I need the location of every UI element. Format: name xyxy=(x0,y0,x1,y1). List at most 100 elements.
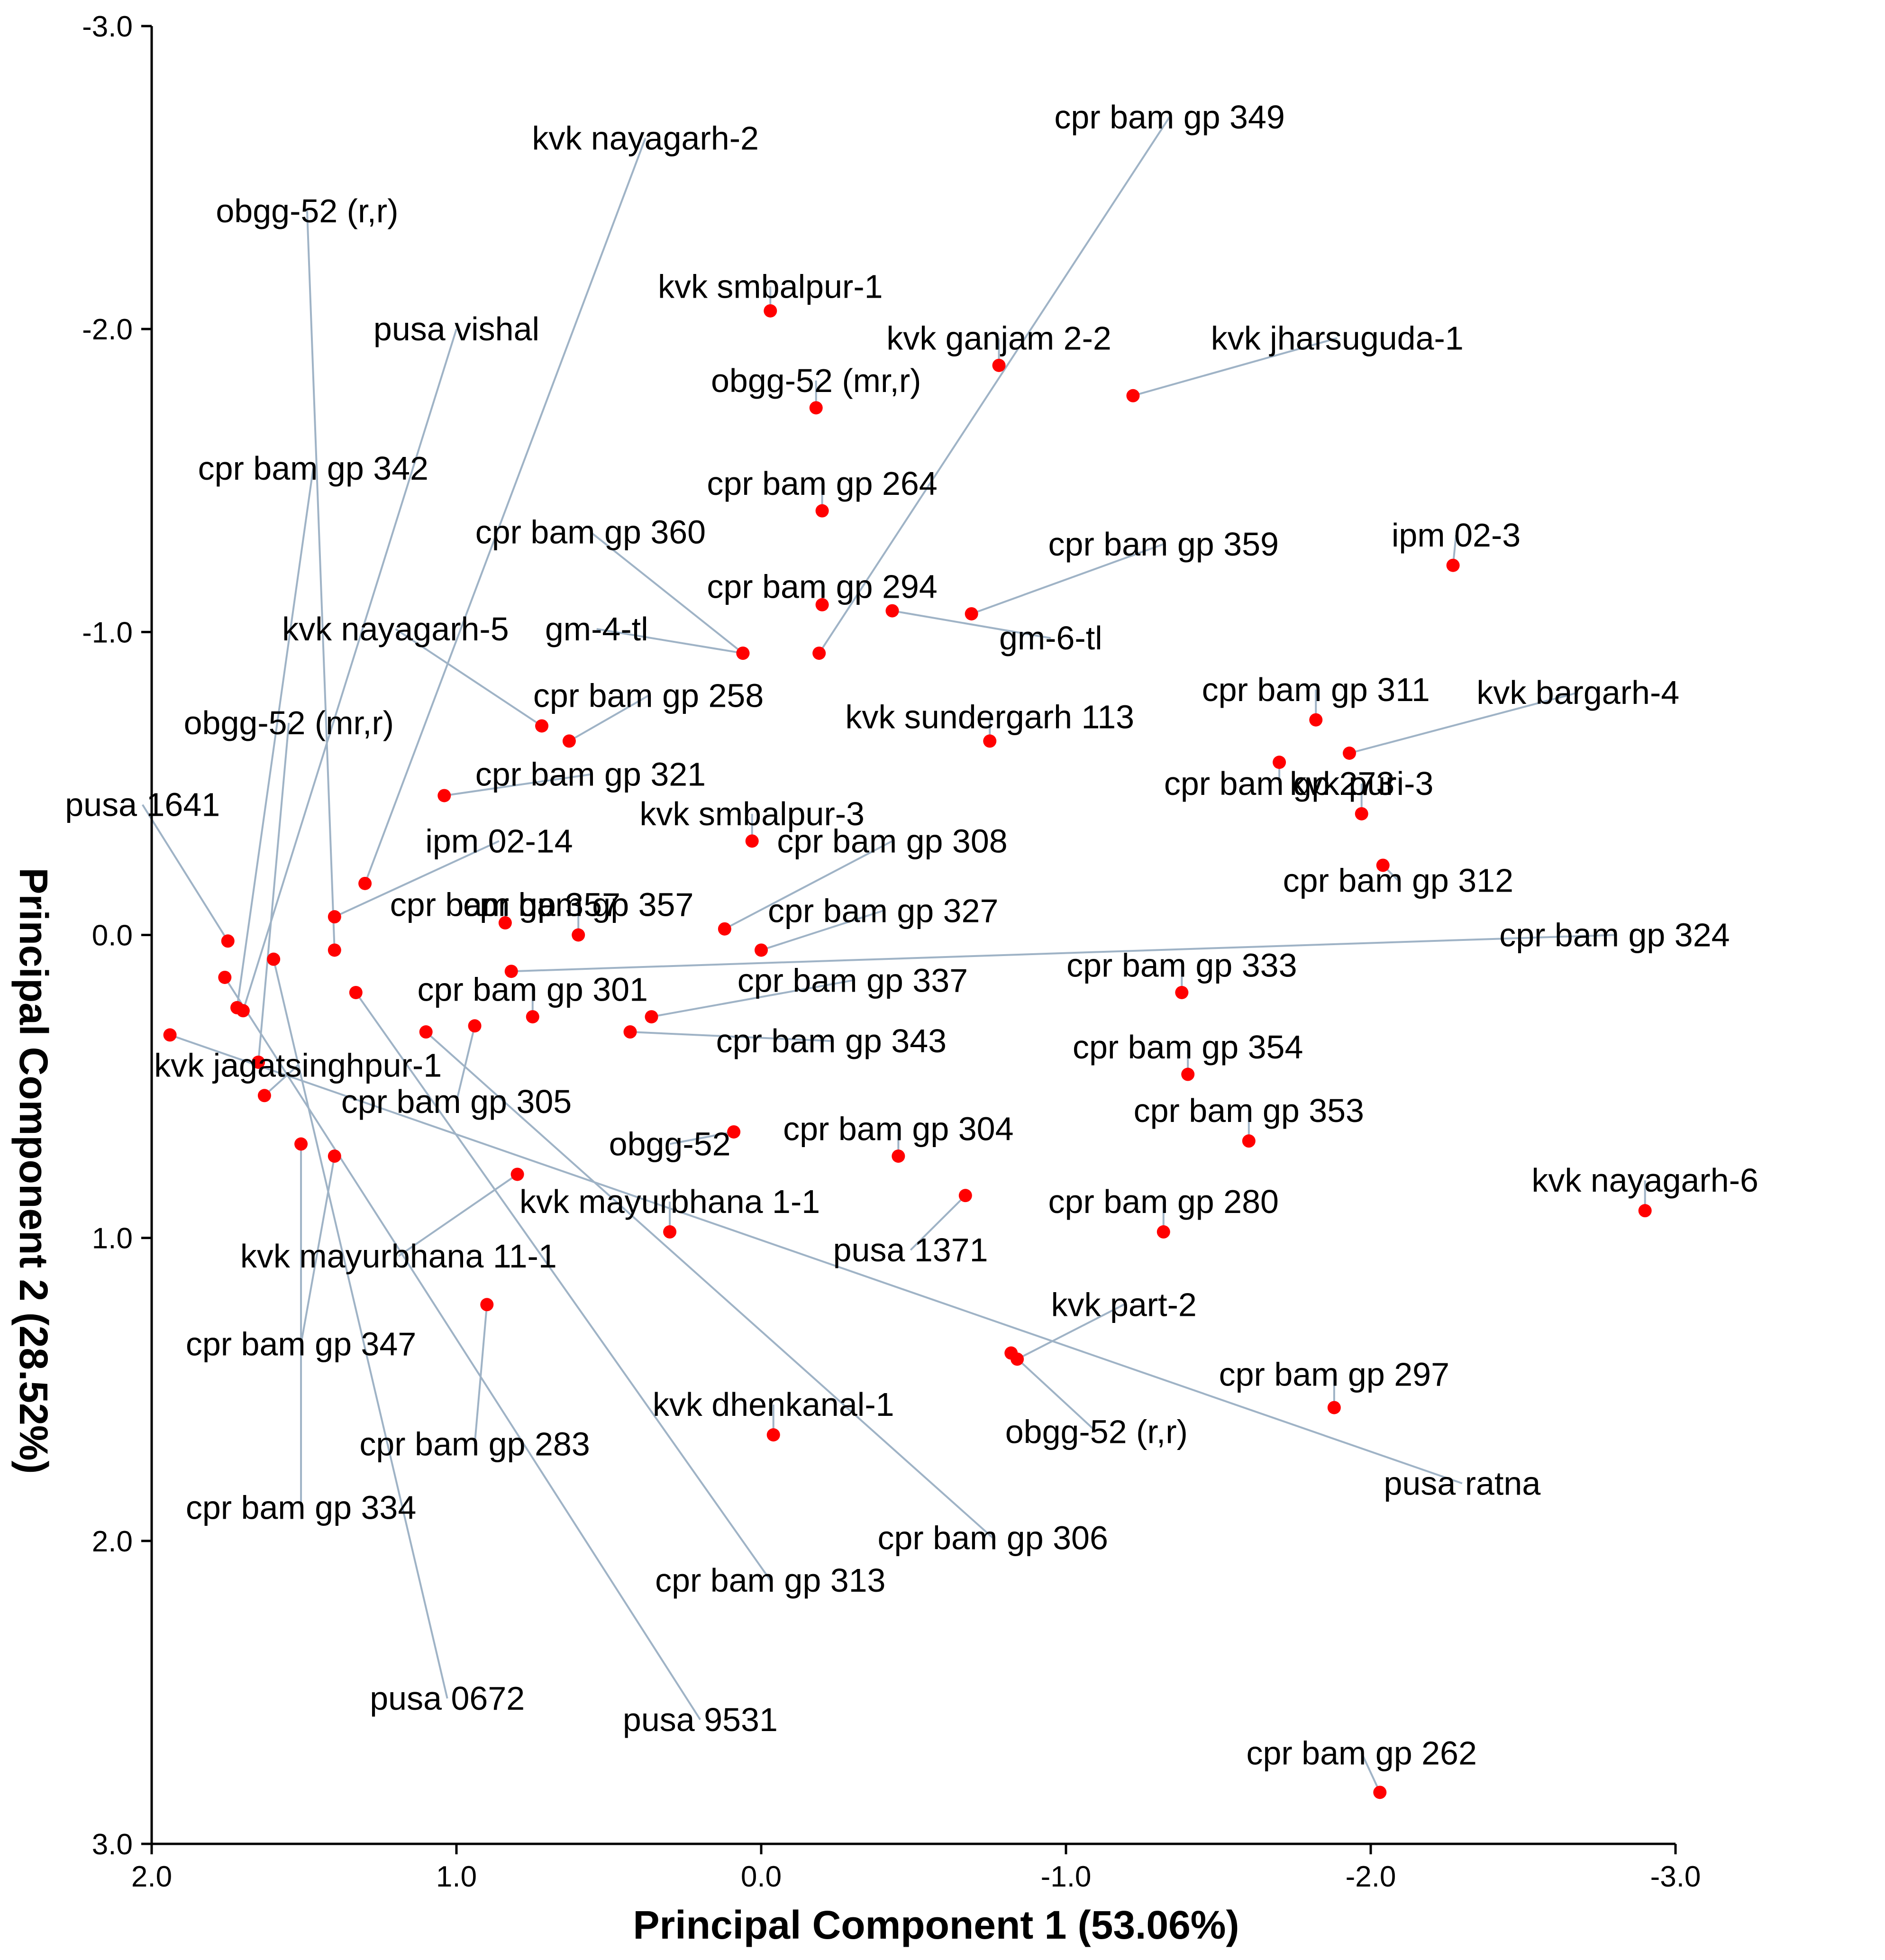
x-axis-title: Principal Component 1 (53.06%) xyxy=(633,1903,1239,1947)
leader-line xyxy=(568,694,649,742)
point-label: cpr bam gp 312 xyxy=(1283,862,1513,899)
data-point xyxy=(815,504,829,518)
point-label: cpr bam gp 294 xyxy=(707,568,937,605)
data-point xyxy=(510,1167,524,1181)
leader-line xyxy=(910,1194,966,1251)
point-label: kvk smbalpur-1 xyxy=(658,268,883,305)
point-label: cpr bam gp 321 xyxy=(475,756,706,793)
leader-line xyxy=(971,543,1164,615)
point-label: cpr bam gp 353 xyxy=(1134,1092,1364,1129)
point-label: cpr bam gp 337 xyxy=(738,962,968,999)
point-labels: cpr bam gp 349 kvk nayagarh-2 obgg-52 (r,r… xyxy=(65,99,1758,1772)
leader-line xyxy=(224,976,701,1721)
point-label: kvk jharsuguda-1 xyxy=(1211,319,1464,356)
data-point xyxy=(1446,558,1460,572)
point-label: cpr bam gp 283 xyxy=(359,1425,590,1462)
data-point xyxy=(764,304,777,318)
leader-line xyxy=(306,210,336,950)
axes: 2.0 1.0 0.0 -1.0 -2.0 -3.0 -3.0 -2.0 -1.0 0.0 1.0… xyxy=(11,10,1701,1947)
data-point xyxy=(885,604,899,618)
point-label: cpr bam gp 357 xyxy=(463,886,693,923)
point-label: cpr bam gp 342 xyxy=(198,450,428,487)
data-point xyxy=(267,952,281,966)
data-point xyxy=(815,598,829,611)
x-tick-label: 0.0 xyxy=(741,1860,782,1893)
data-point xyxy=(535,719,549,733)
y-tick-label: 3.0 xyxy=(92,1828,133,1861)
data-point xyxy=(1126,389,1140,402)
leader-line xyxy=(1349,692,1578,754)
point-label: kvk nayagarh-2 xyxy=(532,119,759,156)
point-label: cpr bam gp 357 xyxy=(390,886,620,923)
point-label: kvk bargarh-4 xyxy=(1476,674,1679,711)
data-point xyxy=(809,401,823,415)
data-point xyxy=(1376,858,1390,872)
point-label: gm-4-tl xyxy=(545,611,648,647)
data-point xyxy=(562,734,576,748)
data-point xyxy=(1327,1401,1341,1414)
point-label: cpr bam gp 306 xyxy=(877,1519,1108,1556)
leader-line xyxy=(273,959,448,1699)
leader-line xyxy=(455,1025,476,1102)
data-point xyxy=(572,928,585,942)
leader-lines xyxy=(142,116,1646,1793)
data-point xyxy=(892,1149,905,1163)
y-axis-ticks: -3.0 -2.0 -1.0 0.0 1.0 2.0 3.0 xyxy=(82,10,152,1861)
leader-line xyxy=(651,979,853,1018)
data-point xyxy=(1638,1204,1652,1218)
data-point xyxy=(1156,1225,1170,1239)
y-tick-label: -2.0 xyxy=(82,313,133,346)
x-tick-label: -2.0 xyxy=(1346,1860,1396,1893)
y-tick-label: -3.0 xyxy=(82,10,133,43)
data-point xyxy=(965,607,978,620)
data-point xyxy=(718,922,731,936)
data-point xyxy=(498,916,512,930)
x-tick-label: -3.0 xyxy=(1650,1860,1701,1893)
data-point xyxy=(218,970,232,984)
point-label: obgg-52 (r,r) xyxy=(1005,1413,1188,1450)
x-tick-label: 1.0 xyxy=(436,1860,477,1893)
point-label: cpr bam gp 308 xyxy=(777,822,1007,859)
point-label: cpr bam gp 343 xyxy=(716,1022,947,1059)
x-axis-ticks: 2.0 1.0 0.0 -1.0 -2.0 -3.0 xyxy=(131,1844,1701,1893)
data-point xyxy=(468,1019,482,1033)
point-label: cpr bam gp 354 xyxy=(1073,1029,1303,1066)
point-label: cpr bam gp 273 xyxy=(1164,765,1394,802)
leader-line xyxy=(398,1173,518,1257)
leader-line xyxy=(257,722,290,1063)
data-point xyxy=(328,943,341,957)
leader-line xyxy=(1010,1352,1097,1433)
y-tick-label: 2.0 xyxy=(92,1525,133,1558)
data-point xyxy=(349,985,363,999)
data-point xyxy=(230,1001,244,1014)
point-label: cpr bam gp 262 xyxy=(1246,1734,1476,1771)
point-label: kvk part-2 xyxy=(1051,1286,1197,1323)
data-point xyxy=(252,1055,265,1069)
point-label: cpr bam gp 301 xyxy=(418,971,648,1008)
point-label: pusa 0672 xyxy=(370,1680,525,1717)
point-label: ipm 02-14 xyxy=(425,822,573,859)
data-point xyxy=(1342,747,1356,760)
data-point xyxy=(1373,1786,1387,1799)
leader-line xyxy=(724,840,893,930)
data-points xyxy=(163,304,1652,1799)
point-label: cpr bam gp 258 xyxy=(533,677,764,714)
point-label: cpr bam gp 311 xyxy=(1202,671,1430,708)
leader-line xyxy=(669,1130,734,1145)
leader-line xyxy=(364,137,647,884)
point-label: cpr bam gp 324 xyxy=(1499,917,1730,954)
leader-line xyxy=(1017,1304,1125,1360)
point-label: cpr bam gp 349 xyxy=(1054,99,1284,136)
data-point xyxy=(736,647,750,660)
data-point xyxy=(992,358,1006,372)
data-point xyxy=(504,965,518,978)
point-label: cpr bam gp 313 xyxy=(655,1562,885,1599)
data-point xyxy=(1004,1346,1018,1360)
data-point xyxy=(1242,1134,1256,1148)
point-label: kvk jagatsinghpur-1 xyxy=(154,1047,442,1084)
leader-line xyxy=(300,1156,336,1344)
leader-line xyxy=(818,116,1171,654)
leader-line xyxy=(1132,337,1338,397)
point-label: gm-6-tl xyxy=(999,620,1102,656)
